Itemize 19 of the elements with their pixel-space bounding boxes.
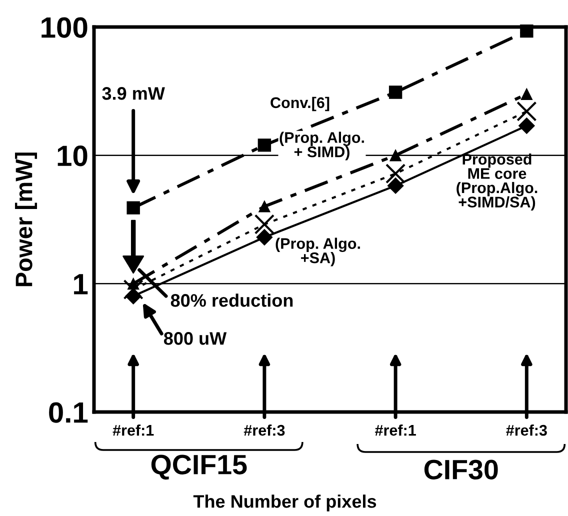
- x-tick-label: #ref:3: [244, 424, 285, 436]
- annotation: 800 uW: [164, 332, 227, 345]
- y-tick-label: 1: [74, 274, 88, 294]
- series-label: (Prop. Algo. +SA): [276, 238, 360, 266]
- text: QCIF15: [151, 454, 247, 480]
- annotation: 80% reduction: [170, 294, 293, 307]
- annotation: 3.9 mW: [102, 87, 165, 100]
- x-tick-label: #ref:3: [506, 424, 547, 436]
- x-tick-label: #ref:1: [112, 424, 154, 436]
- x-axis-title: The Number of pixels: [193, 494, 376, 512]
- series-label: (Prop. Algo. + SIMD): [280, 132, 364, 160]
- y-tick-label: 10: [58, 146, 88, 166]
- text: CIF30: [424, 460, 498, 480]
- x-tick-label: #ref:1: [375, 424, 416, 436]
- y-tick-label: 100: [42, 17, 88, 38]
- series-label: Conv.[6]: [270, 96, 330, 112]
- series-label: Proposed ME core (Prop.Algo. +SIMD/SA): [456, 153, 538, 211]
- y-axis-title: Power [mW]: [15, 152, 38, 286]
- y-tick-label: 0.1: [49, 402, 88, 423]
